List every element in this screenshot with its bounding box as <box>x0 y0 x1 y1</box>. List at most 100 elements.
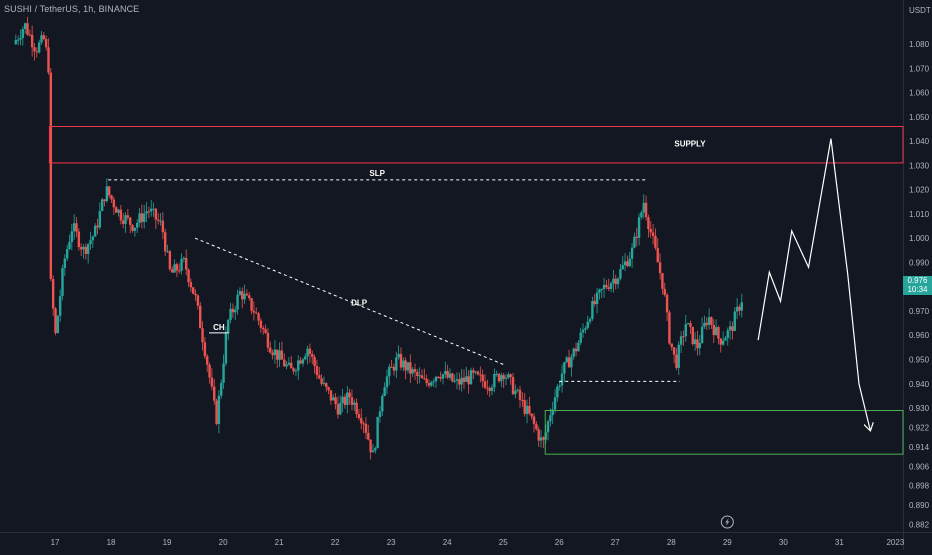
candle-body <box>605 284 608 288</box>
candle-body <box>679 336 683 345</box>
candle-body <box>399 353 403 368</box>
candle-body <box>717 327 720 339</box>
candle-body <box>654 235 657 248</box>
candle-body <box>516 389 519 391</box>
candle-body <box>509 374 512 377</box>
supply-zone-label: SUPPLY <box>674 140 706 149</box>
candle-body <box>514 390 517 395</box>
candle-body <box>98 210 102 228</box>
y-tick-label: 1.000 <box>909 234 930 243</box>
candle-body <box>738 306 741 311</box>
candle-body <box>178 270 181 272</box>
candle-body <box>731 326 734 331</box>
candle-body <box>504 377 508 379</box>
candle-body <box>257 313 260 321</box>
candle-body <box>128 217 132 225</box>
candle-body <box>58 296 62 316</box>
candle-body <box>469 370 473 385</box>
candle-body <box>133 227 137 231</box>
candle-body <box>147 211 151 213</box>
candle-body <box>441 374 445 379</box>
candle-body <box>322 383 326 385</box>
x-tick-label: 22 <box>331 538 340 547</box>
ch-label: CH <box>213 323 225 332</box>
candle-body <box>577 342 580 352</box>
candle-body <box>448 373 452 378</box>
candle-body <box>332 397 335 401</box>
candle-body <box>245 293 249 296</box>
candle-body <box>252 310 256 313</box>
candle-body <box>341 396 344 404</box>
candle-body <box>430 382 433 386</box>
x-tick-label: 19 <box>163 538 172 547</box>
y-tick-label: 1.050 <box>909 113 930 122</box>
candle-body <box>458 379 461 385</box>
candle-body <box>586 321 589 329</box>
candle-body <box>423 378 426 380</box>
candle-body <box>175 264 179 271</box>
price-axis <box>903 0 932 550</box>
candle-body <box>42 35 46 39</box>
y-tick-label: 0.890 <box>909 501 930 510</box>
candle-body <box>320 378 323 384</box>
candle-body <box>502 375 505 379</box>
candle-body <box>243 293 246 300</box>
candle-body <box>273 349 277 356</box>
candle-body <box>40 35 43 43</box>
candle-body <box>79 247 83 250</box>
candle-body <box>306 348 309 357</box>
candle-body <box>290 362 293 369</box>
candle-body <box>138 213 141 223</box>
candle-body <box>203 342 207 357</box>
candle-body <box>229 308 232 321</box>
candle-body <box>560 373 564 386</box>
y-tick-label: 1.020 <box>909 186 930 195</box>
x-tick-label: 25 <box>499 538 508 547</box>
candle-body <box>292 368 295 372</box>
candle-body <box>224 333 228 364</box>
candle-body <box>26 23 29 35</box>
candle-body <box>546 421 550 433</box>
candle-body <box>719 338 722 345</box>
candle-body <box>47 47 50 73</box>
candle-body <box>437 376 440 378</box>
candle-body <box>385 376 389 388</box>
candle-body <box>413 369 417 372</box>
candle-body <box>481 374 484 382</box>
current-price-badge[interactable]: 0.976 10:34 <box>903 276 932 295</box>
lightning-bolt <box>725 518 730 526</box>
candle-body <box>154 208 158 220</box>
candle-body <box>532 416 536 425</box>
candle-body <box>196 295 200 306</box>
candle-body <box>114 207 118 213</box>
candle-body <box>675 354 678 368</box>
candle-body <box>262 327 265 330</box>
candle-body <box>535 424 538 430</box>
x-tick-label: 17 <box>51 538 60 547</box>
candle-body <box>493 373 496 388</box>
candle-body <box>280 350 284 360</box>
candle-body <box>311 354 314 358</box>
candle-body <box>539 437 543 441</box>
candle-body <box>255 312 258 314</box>
supply-zone <box>48 126 904 164</box>
candle-body <box>250 298 253 311</box>
candle-body <box>721 340 725 345</box>
y-tick-label: 0.906 <box>909 462 930 471</box>
candle-body <box>222 363 225 383</box>
candle-body <box>117 209 120 213</box>
candle-body <box>677 344 680 368</box>
candle-body <box>383 387 386 397</box>
candle-body <box>390 366 393 368</box>
candle-body <box>455 379 459 381</box>
candle-body <box>397 353 400 358</box>
candle-body <box>100 199 104 211</box>
candle-body <box>376 416 379 449</box>
candle-body <box>54 308 57 334</box>
candle-body <box>691 326 694 345</box>
y-tick-label: 0.882 <box>909 521 930 530</box>
candle-body <box>65 248 69 259</box>
candle-body <box>649 228 652 233</box>
